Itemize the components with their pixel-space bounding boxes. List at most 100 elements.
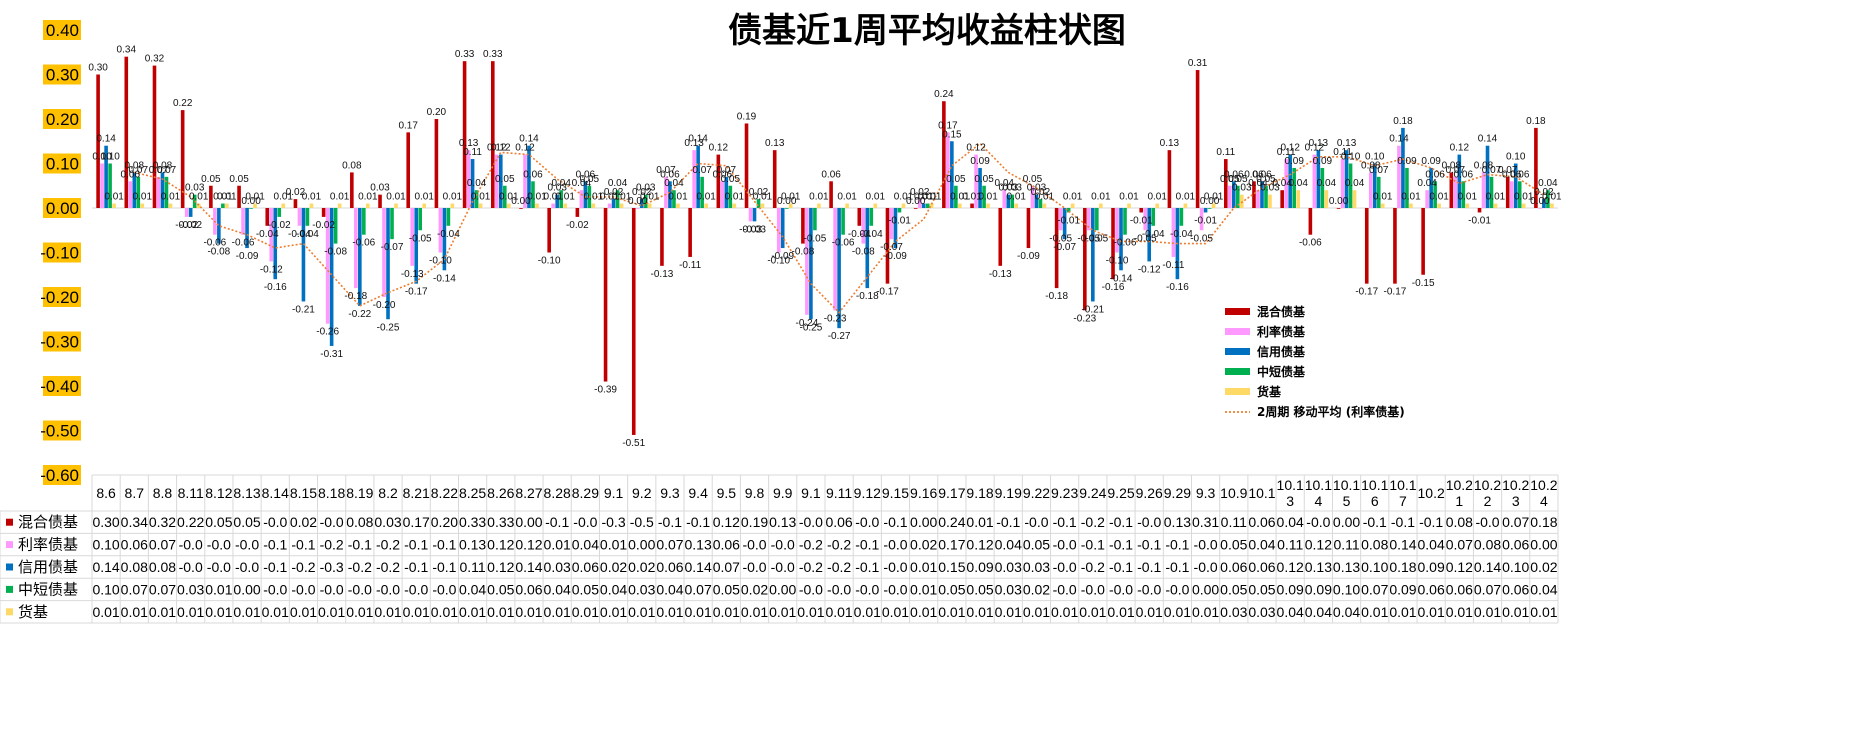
y-tick-label: 0.10 xyxy=(46,155,79,174)
row-key-swatch xyxy=(6,585,13,593)
table-cell: 0.01 xyxy=(177,604,204,620)
y-tick-highlight xyxy=(43,420,81,441)
bar xyxy=(1280,190,1284,208)
table-cell: 0.03 xyxy=(1220,604,1247,620)
data-label: -0.09 xyxy=(1017,251,1040,262)
table-cell: -0.2 xyxy=(348,559,372,575)
bar xyxy=(160,172,165,208)
bar xyxy=(929,203,934,208)
data-label: 0.01 xyxy=(922,192,942,203)
category-label: 4 xyxy=(1314,493,1322,509)
data-label: 0.14 xyxy=(96,134,116,145)
data-label: 0.06 xyxy=(1252,169,1272,180)
data-table: 8.6 8.7 8.8 8.11 8.12 8.13 8.14 8.15 8.18 8.19 8.2… xyxy=(0,474,1559,624)
data-label: -0.16 xyxy=(264,282,287,293)
legend-swatch xyxy=(1225,308,1250,315)
bar xyxy=(446,208,451,226)
data-label: -0.07 xyxy=(1053,242,1076,253)
table-cell: 0.20 xyxy=(431,514,458,530)
table-cell: 0.05 xyxy=(1023,537,1050,553)
bar xyxy=(100,163,104,208)
data-label: 0.01 xyxy=(894,192,914,203)
legend-swatch xyxy=(1225,328,1250,335)
category-label: 8.2 xyxy=(378,485,398,501)
table-cell: -0.1 xyxy=(1137,559,1161,575)
bar xyxy=(164,176,169,208)
table-cell: 0.06 xyxy=(121,537,148,553)
bar xyxy=(647,203,652,208)
data-label: 0.05 xyxy=(721,174,741,185)
data-label: 0.06 xyxy=(713,169,733,180)
data-label: 0.34 xyxy=(117,45,137,56)
bar xyxy=(643,194,648,208)
bar xyxy=(1409,203,1413,208)
data-label: -0.17 xyxy=(405,287,428,298)
category-label: 9.1 xyxy=(801,485,821,501)
bar xyxy=(1493,203,1498,208)
data-label: 0.06 xyxy=(821,169,841,180)
category-label: 9.19 xyxy=(995,485,1022,501)
table-cell: 0.00 xyxy=(1192,581,1219,597)
table-cell: 0.01 xyxy=(1107,604,1134,620)
y-tick-label: -0.20 xyxy=(40,288,79,307)
data-label: 0.10 xyxy=(1341,152,1361,163)
table-cell: 0.12 xyxy=(487,537,514,553)
table-cell: -0.0 xyxy=(376,581,400,597)
table-cell: 0.05 xyxy=(205,514,232,530)
category-label: 8.12 xyxy=(205,485,232,501)
bar xyxy=(184,208,189,217)
data-label: 0.00 xyxy=(1200,196,1220,207)
data-label: -0.10 xyxy=(767,256,790,267)
bar xyxy=(1538,208,1542,209)
bar xyxy=(668,181,672,208)
bar xyxy=(269,208,274,262)
bar xyxy=(466,150,471,208)
data-label: 0.03 xyxy=(547,183,567,194)
bar xyxy=(1034,194,1039,208)
data-label: 0.01 xyxy=(245,192,265,203)
table-cell: 0.24 xyxy=(938,514,965,530)
data-label: 0.02 xyxy=(286,187,306,198)
data-label: 0.05 xyxy=(1256,174,1276,185)
bar xyxy=(619,203,624,208)
bar xyxy=(1083,208,1087,311)
bar xyxy=(265,208,270,226)
y-tick-label: -0.50 xyxy=(40,422,79,441)
table-cell: -0.0 xyxy=(320,581,344,597)
category-label: 9.24 xyxy=(1079,485,1106,501)
data-label: 0.19 xyxy=(737,111,757,122)
table-cell: 0.07 xyxy=(1502,514,1529,530)
data-label: -0.12 xyxy=(260,264,283,275)
table-cell: -0.1 xyxy=(1419,514,1443,530)
bar xyxy=(921,203,926,208)
legend-label: 2周期 移动平均 (利率债基) xyxy=(1257,404,1405,419)
data-label: 0.01 xyxy=(1176,192,1196,203)
table-cell: 0.05 xyxy=(1248,581,1275,597)
data-label: 0.02 xyxy=(910,187,930,198)
data-label: 0.14 xyxy=(1389,134,1409,145)
data-label: 0.20 xyxy=(427,107,447,118)
bar xyxy=(925,203,930,208)
bar xyxy=(1227,185,1232,208)
bar xyxy=(1376,176,1381,208)
category-label: 8.22 xyxy=(431,485,458,501)
table-cell: -0.0 xyxy=(855,514,879,530)
y-tick-highlight xyxy=(43,153,81,174)
bar xyxy=(140,203,145,208)
data-label: 0.00 xyxy=(628,196,648,207)
data-label: 0.01 xyxy=(274,192,294,203)
data-label: 0.06 xyxy=(523,169,543,180)
bar xyxy=(688,208,692,257)
table-cell: 0.01 xyxy=(685,604,712,620)
table-cell: -0.1 xyxy=(996,514,1020,530)
table-cell: -0.1 xyxy=(432,559,456,575)
table-cell: 0.04 xyxy=(1277,604,1304,620)
table-cell: 0.01 xyxy=(966,604,993,620)
table-cell: -0.3 xyxy=(320,559,344,575)
table-cell: 0.04 xyxy=(1305,604,1332,620)
bar xyxy=(1284,159,1288,208)
data-label: 0.03 xyxy=(1027,183,1047,194)
bar xyxy=(1368,172,1373,208)
bar xyxy=(1223,159,1228,208)
table-cell: 0.01 xyxy=(1530,604,1557,620)
